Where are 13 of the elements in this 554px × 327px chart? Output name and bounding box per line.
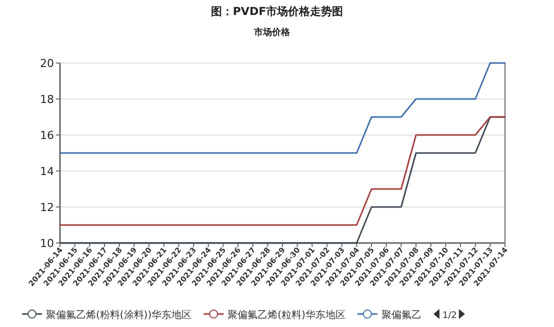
y-tick-label: 16 <box>40 129 54 142</box>
y-tick-label: 18 <box>40 93 54 106</box>
legend-label: 聚偏氟乙烯(粒料)华东地区 <box>228 309 346 321</box>
y-tick-label: 10 <box>40 237 54 250</box>
legend-label: 聚偏氟乙 <box>381 309 422 321</box>
y-tick-label: 20 <box>40 57 54 70</box>
y-tick-label: 12 <box>40 201 54 214</box>
chart-subtitle: 市场价格 <box>253 27 291 38</box>
text: 1/2 <box>442 311 457 321</box>
chart-title: 图：PVDF市场价格走势图 <box>210 5 344 18</box>
line-series <box>59 62 506 154</box>
y-tick-label: 14 <box>40 165 54 178</box>
legend-label: 聚偏氟乙烯(粉料(涂料))华东地区 <box>46 309 192 321</box>
